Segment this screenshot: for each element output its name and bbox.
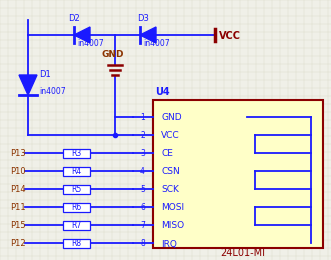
Text: R5: R5 xyxy=(71,185,82,194)
Text: R6: R6 xyxy=(71,203,82,212)
Text: D1: D1 xyxy=(39,70,51,79)
Text: P15: P15 xyxy=(10,222,25,231)
Text: 8: 8 xyxy=(140,238,145,248)
Bar xyxy=(63,220,90,230)
Text: MISO: MISO xyxy=(161,222,184,231)
Text: P11: P11 xyxy=(10,204,25,212)
Text: CE: CE xyxy=(161,150,173,159)
Text: R4: R4 xyxy=(71,167,82,176)
Text: 6: 6 xyxy=(140,203,145,211)
Text: R8: R8 xyxy=(71,239,81,248)
Bar xyxy=(153,100,323,248)
Text: VCC: VCC xyxy=(219,31,241,41)
Text: D2: D2 xyxy=(68,14,80,23)
Text: GND: GND xyxy=(161,114,182,122)
Text: MOSI: MOSI xyxy=(161,204,184,212)
Text: R7: R7 xyxy=(71,221,82,230)
Text: 1: 1 xyxy=(140,113,145,121)
Text: 24L01-MI: 24L01-MI xyxy=(220,248,265,258)
Text: GND: GND xyxy=(102,50,124,59)
Text: in4007: in4007 xyxy=(143,39,169,48)
Bar xyxy=(63,148,90,158)
Text: P12: P12 xyxy=(10,239,25,249)
Text: P14: P14 xyxy=(10,185,25,194)
Bar xyxy=(63,203,90,211)
Text: D3: D3 xyxy=(137,14,149,23)
Text: P13: P13 xyxy=(10,150,26,159)
Text: in4007: in4007 xyxy=(39,87,66,96)
Text: 2: 2 xyxy=(140,131,145,140)
Text: R3: R3 xyxy=(71,149,82,158)
Polygon shape xyxy=(74,27,90,43)
Text: P10: P10 xyxy=(10,167,25,177)
Bar xyxy=(63,238,90,248)
Text: in4007: in4007 xyxy=(77,39,104,48)
Text: 3: 3 xyxy=(140,148,145,158)
Text: IRQ: IRQ xyxy=(161,239,177,249)
Text: 5: 5 xyxy=(140,185,145,193)
Text: 7: 7 xyxy=(140,220,145,230)
Bar xyxy=(63,185,90,193)
Polygon shape xyxy=(19,75,37,95)
Text: CSN: CSN xyxy=(161,167,180,177)
Bar xyxy=(63,166,90,176)
Text: 4: 4 xyxy=(140,166,145,176)
Text: SCK: SCK xyxy=(161,185,179,194)
Text: VCC: VCC xyxy=(161,132,180,140)
Polygon shape xyxy=(140,27,156,43)
Text: U4: U4 xyxy=(155,87,169,97)
